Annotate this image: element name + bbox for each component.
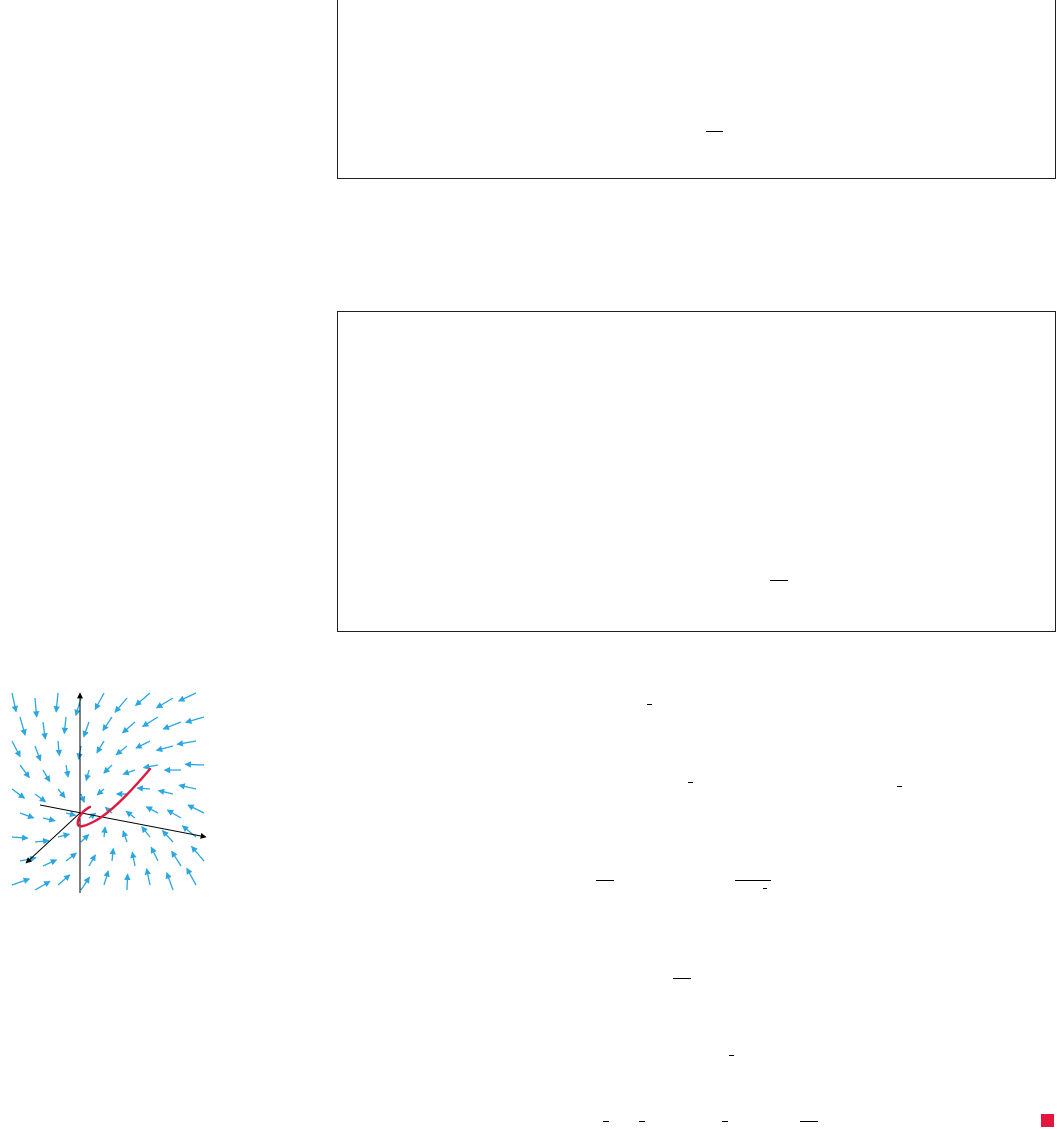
field-arrow <box>136 785 151 792</box>
field-arrow <box>65 852 77 862</box>
field-arrow <box>94 692 105 711</box>
field-arrow <box>103 870 110 886</box>
vector-field-arrows <box>11 692 205 891</box>
field-arrow <box>19 716 27 736</box>
fraction-bar <box>647 704 652 705</box>
field-arrow <box>130 851 137 867</box>
field-arrow <box>96 740 105 754</box>
field-arrow <box>186 867 197 886</box>
field-arrow <box>102 716 113 732</box>
field-arrow <box>165 871 174 891</box>
field-arrow <box>19 764 30 779</box>
field-arrow <box>184 716 205 724</box>
definition-box-bottom <box>337 311 1056 632</box>
field-arrow <box>114 697 128 713</box>
fraction-bar <box>673 978 691 979</box>
field-arrow <box>166 809 182 819</box>
field-arrow <box>184 761 205 768</box>
field-arrow <box>61 716 69 735</box>
field-arrow <box>80 834 90 843</box>
fraction-bar <box>763 888 767 889</box>
field-arrow <box>121 830 129 843</box>
field-arrow <box>79 793 86 804</box>
fraction-bar <box>735 880 771 881</box>
field-arrow <box>57 788 66 799</box>
field-arrow <box>145 806 159 814</box>
field-arrow <box>141 716 159 728</box>
field-arrow <box>42 816 56 823</box>
field-arrow <box>144 868 151 886</box>
field-arrow <box>11 740 21 758</box>
fraction-bar <box>800 1121 818 1122</box>
field-arrow <box>63 764 71 778</box>
y-axis <box>39 804 207 839</box>
field-arrow <box>122 721 136 734</box>
field-arrow <box>171 850 182 867</box>
field-arrow <box>11 834 29 842</box>
field-arrow <box>41 721 48 740</box>
field-arrow <box>103 764 113 774</box>
field-arrow <box>88 812 97 820</box>
fraction-bar <box>770 580 788 581</box>
fraction-bar <box>688 782 693 783</box>
field-arrow <box>11 692 19 713</box>
field-arrow <box>19 812 35 820</box>
field-arrow <box>178 692 197 702</box>
field-arrow <box>57 874 71 886</box>
field-arrow <box>125 810 136 819</box>
fraction-bar <box>722 1121 728 1122</box>
field-arrow <box>55 740 63 757</box>
fraction-bar <box>596 880 614 881</box>
fraction-bar <box>603 1121 609 1122</box>
field-arrow <box>88 854 96 867</box>
field-arrow <box>142 763 159 770</box>
field-arrow <box>150 846 159 862</box>
field-arrow <box>80 876 91 891</box>
field-arrow <box>53 692 60 713</box>
x-axis <box>25 812 81 864</box>
field-arrow <box>109 847 116 862</box>
field-arrow <box>34 880 51 891</box>
field-arrow <box>82 721 90 738</box>
field-arrow <box>57 832 71 839</box>
field-arrow <box>178 783 197 790</box>
field-arrow <box>11 788 26 799</box>
field-arrow <box>161 830 174 843</box>
field-arrow <box>135 740 151 749</box>
axes <box>25 692 207 893</box>
field-arrow <box>155 697 174 709</box>
field-arrow <box>176 740 197 747</box>
fraction-bar <box>729 1055 734 1056</box>
field-arrow <box>42 769 51 783</box>
field-arrow <box>34 793 47 803</box>
field-arrow <box>155 745 174 753</box>
field-arrow <box>124 873 131 891</box>
field-arrow <box>122 769 136 776</box>
field-arrow <box>191 845 205 862</box>
vector-field-figure <box>11 692 207 893</box>
fraction-bar <box>639 1121 645 1122</box>
field-arrow <box>42 859 58 867</box>
field-arrow <box>115 745 128 756</box>
field-arrow <box>181 825 197 838</box>
definition-box-top <box>337 0 1056 179</box>
field-arrow <box>32 697 40 718</box>
field-arrow <box>84 769 91 782</box>
field-arrow <box>96 788 105 796</box>
field-arrow <box>11 877 31 886</box>
field-arrow <box>34 837 50 845</box>
field-arrow <box>187 804 205 814</box>
field-arrow <box>34 745 42 762</box>
end-of-example-marker <box>1041 1114 1054 1127</box>
field-arrow <box>157 788 174 796</box>
field-arrow <box>135 692 151 707</box>
field-arrow <box>162 721 182 730</box>
fraction-bar <box>706 131 723 132</box>
field-arrow <box>101 826 108 838</box>
curve <box>76 767 152 828</box>
field-arrow <box>141 826 151 838</box>
fraction-bar <box>897 786 902 787</box>
field-arrow <box>65 810 77 818</box>
